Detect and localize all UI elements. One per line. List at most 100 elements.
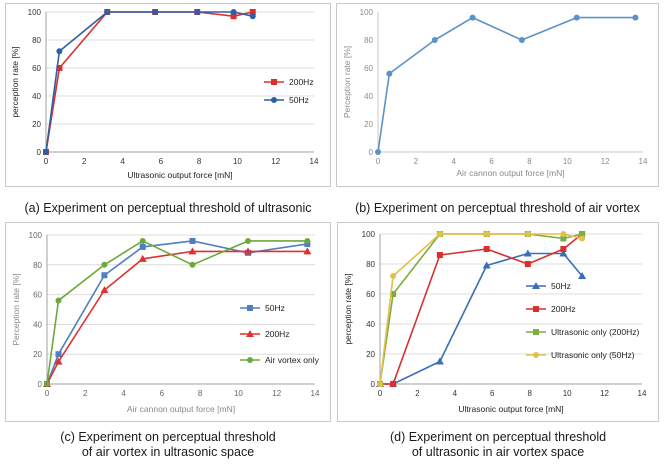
chart-a-series-line (45, 11, 253, 153)
chart-a-ytick-label: 80 (32, 36, 41, 45)
chart-a-data-point (249, 13, 256, 20)
chart-c-data-point (101, 272, 108, 279)
chart-b-ytick-label: 20 (364, 120, 373, 129)
chart-panel-d: 0 20 40 60 80 100 0 2 4 6 8 10 12 14 Ultrasonic output… (337, 222, 659, 422)
chart-c-data-point (244, 247, 252, 255)
chart-a-ytick-label: 60 (32, 64, 41, 73)
chart-d-xtick-label: 10 (563, 389, 572, 398)
chart-b-xtick-label: 14 (639, 157, 648, 166)
chart-d-xtick-label: 12 (600, 389, 609, 398)
chart-c-data-point (189, 237, 196, 244)
chart-c-data-point (189, 261, 196, 268)
chart-d-ytick-label: 80 (366, 260, 375, 269)
chart-c-data-point (303, 247, 312, 255)
chart-c-data-point (139, 243, 146, 250)
chart-c-ytick-label: 40 (33, 320, 42, 329)
caption-a-line1: (a) Experiment on perceptual threshold o… (24, 201, 312, 215)
caption-c-line1: (c) Experiment on perceptual threshold (60, 430, 276, 444)
chart-c-data-point (138, 254, 147, 262)
chart-c-legend-marker (246, 330, 254, 337)
chart-b-data-point (573, 14, 580, 21)
chart-c-data-point (55, 297, 62, 304)
chart-b-series-0 (375, 14, 639, 155)
chart-a-ytick-label: 20 (32, 120, 41, 129)
chart-a-xtick-label: 6 (159, 157, 164, 166)
chart-b-ytick-label: 80 (364, 36, 373, 45)
chart-d-data-point (390, 291, 397, 297)
caption-b-line1: (b) Experiment on perceptual threshold o… (355, 201, 640, 215)
chart-a-series-1 (43, 9, 256, 155)
chart-a-xtick-label: 4 (120, 157, 125, 166)
chart-panel-b: 0 20 40 60 80 100 0 2 4 6 8 10 12 14 Air cannon output… (336, 3, 659, 187)
chart-c-ytick-label: 80 (33, 261, 42, 270)
chart-d-data-point (560, 246, 567, 252)
chart-d-xtick-label: 14 (638, 389, 647, 398)
chart-panel-c: 0 20 40 60 80 100 0 2 4 6 8 10 12 14 Air cannon output… (5, 222, 331, 422)
chart-d-legend-marker (533, 352, 539, 358)
chart-b-data-point (375, 149, 381, 155)
chart-c-ytick-label: 100 (29, 231, 43, 240)
chart-d-data-point (560, 235, 567, 242)
chart-d-data-point (524, 231, 531, 237)
caption-b: (b) Experiment on perceptual threshold o… (336, 201, 659, 216)
chart-c-y-axis-label: Perception rate [%] (11, 273, 21, 345)
chart-c-xtick-label: 8 (198, 389, 203, 398)
chart-a-data-point (152, 9, 159, 15)
chart-a-data-point (56, 48, 63, 55)
chart-c-ytick-label: 60 (33, 291, 42, 300)
chart-d-data-point (579, 235, 586, 242)
chart-a-legend: 200Hz 50Hz (264, 77, 314, 105)
chart-c-legend-marker (247, 305, 253, 311)
chart-d-ytick-label: 60 (366, 290, 375, 299)
chart-d-ytick-label: 40 (366, 320, 375, 329)
chart-a-y-axis-label: perception rate [%] (10, 46, 20, 117)
chart-d-xtick-label: 4 (453, 389, 458, 398)
chart-d-data-point (483, 231, 490, 237)
chart-c-legend-marker (247, 357, 253, 363)
chart-c-ytick-label: 20 (33, 350, 42, 359)
chart-b-xtick-label: 12 (601, 157, 610, 166)
caption-c: (c) Experiment on perceptual threshold o… (5, 430, 331, 460)
chart-c-data-point (304, 237, 311, 244)
chart-c-xtick-label: 2 (83, 389, 88, 398)
caption-d: (d) Experiment on perceptual threshold o… (337, 430, 659, 460)
chart-a-xtick-label: 0 (44, 157, 49, 166)
chart-c-xtick-label: 10 (234, 389, 243, 398)
chart-a-x-axis-label: Ultrasonic output force [mN] (127, 170, 232, 180)
chart-d-y-axis-label: perception rate [%] (343, 273, 353, 344)
chart-a-xtick-label: 10 (233, 157, 242, 166)
chart-d-legend-label: 50Hz (551, 281, 571, 291)
chart-a-data-point (56, 65, 63, 71)
chart-d-ytick-label: 0 (371, 380, 376, 389)
chart-a-data-point (249, 9, 256, 15)
chart-c-data-point (55, 351, 62, 358)
chart-c-xtick-label: 0 (45, 389, 50, 398)
chart-d-xtick-label: 0 (378, 389, 383, 398)
chart-a-data-point (43, 149, 49, 155)
chart-b-plot: 0 20 40 60 80 100 0 2 4 6 8 10 12 14 Air cannon output… (342, 8, 648, 178)
chart-b-ytick-label: 60 (364, 64, 373, 73)
chart-d-data-point (578, 272, 587, 279)
chart-a-legend-marker (271, 97, 277, 103)
chart-b-data-point (431, 37, 438, 43)
caption-a: (a) Experiment on perceptual threshold o… (5, 201, 331, 216)
chart-d-data-point (579, 231, 586, 237)
chart-c-legend: 50Hz 200Hz Air vortex only (240, 303, 320, 365)
chart-b-xtick-label: 0 (376, 157, 381, 166)
chart-c-data-point (101, 261, 108, 268)
chart-d-data-point (436, 252, 443, 258)
chart-a-data-point (104, 9, 111, 15)
chart-d-legend-marker (533, 306, 539, 312)
chart-d-data-point (560, 231, 567, 237)
chart-c-legend-label: 50Hz (265, 303, 285, 313)
chart-d-legend-label: Ultrasonic only (200Hz) (551, 327, 640, 337)
chart-c-xtick-label: 14 (311, 389, 320, 398)
chart-a-legend-label: 200Hz (289, 77, 314, 87)
chart-b-series-line (377, 16, 636, 153)
chart-d-xtick-label: 8 (527, 389, 532, 398)
chart-b-ytick-label: 100 (360, 8, 374, 17)
chart-d-data-point (524, 261, 531, 267)
chart-c-xtick-label: 4 (121, 389, 126, 398)
chart-a-legend-marker (271, 79, 277, 85)
chart-a-xtick-label: 8 (197, 157, 202, 166)
